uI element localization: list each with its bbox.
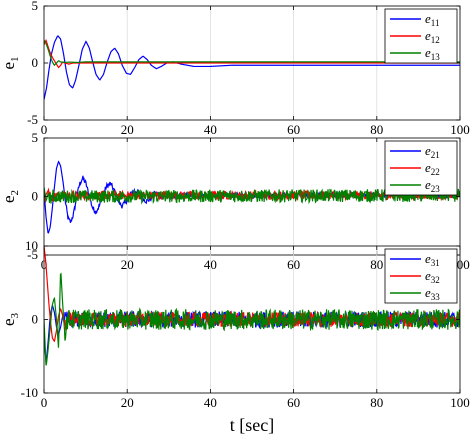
y-axis-label: e3	[0, 312, 21, 326]
legend-label-e33: e33	[425, 285, 440, 302]
x-tick-label: 20	[121, 395, 134, 410]
y-tick-label: -5	[27, 112, 38, 127]
y-tick-label: 0	[32, 312, 39, 327]
x-tick-label: 100	[450, 122, 470, 137]
legend-label-e12: e12	[425, 28, 440, 45]
y-tick-label: 0	[32, 55, 39, 70]
x-tick-label: 40	[204, 122, 217, 137]
legend-label-e31: e31	[425, 251, 440, 268]
x-tick-label: 60	[287, 122, 300, 137]
x-tick-label: 0	[41, 395, 48, 410]
series-line-e33	[44, 272, 460, 366]
plot-area	[44, 246, 460, 366]
legend-label-e23: e23	[425, 177, 440, 194]
y-tick-label: -10	[21, 385, 38, 400]
y-tick-label: 5	[32, 0, 39, 13]
y-tick-label: -5	[27, 247, 38, 262]
x-tick-label: 80	[370, 395, 383, 410]
x-tick-label: 20	[121, 122, 134, 137]
x-tick-label: 0	[41, 122, 48, 137]
y-axis-label: e2	[0, 190, 21, 203]
series-line-e11	[44, 35, 460, 100]
x-tick-label: 60	[287, 395, 300, 410]
legend-label-e21: e21	[425, 143, 440, 160]
y-tick-label: 5	[32, 130, 39, 145]
y-tick-label: 0	[32, 189, 39, 204]
legend-label-e32: e32	[425, 268, 440, 285]
y-axis-label: e1	[0, 56, 21, 69]
x-axis-label: t [sec]	[230, 415, 274, 435]
x-tick-label: 40	[204, 395, 217, 410]
plot-area	[44, 160, 460, 234]
legend-label-e13: e13	[425, 45, 440, 62]
legend-label-e11: e11	[425, 11, 439, 28]
x-tick-label: 80	[370, 122, 383, 137]
x-tick-label: 100	[450, 395, 470, 410]
series-line-e23	[44, 187, 460, 205]
y-tick-label: 10	[25, 238, 38, 253]
legend-label-e22: e22	[425, 160, 440, 177]
